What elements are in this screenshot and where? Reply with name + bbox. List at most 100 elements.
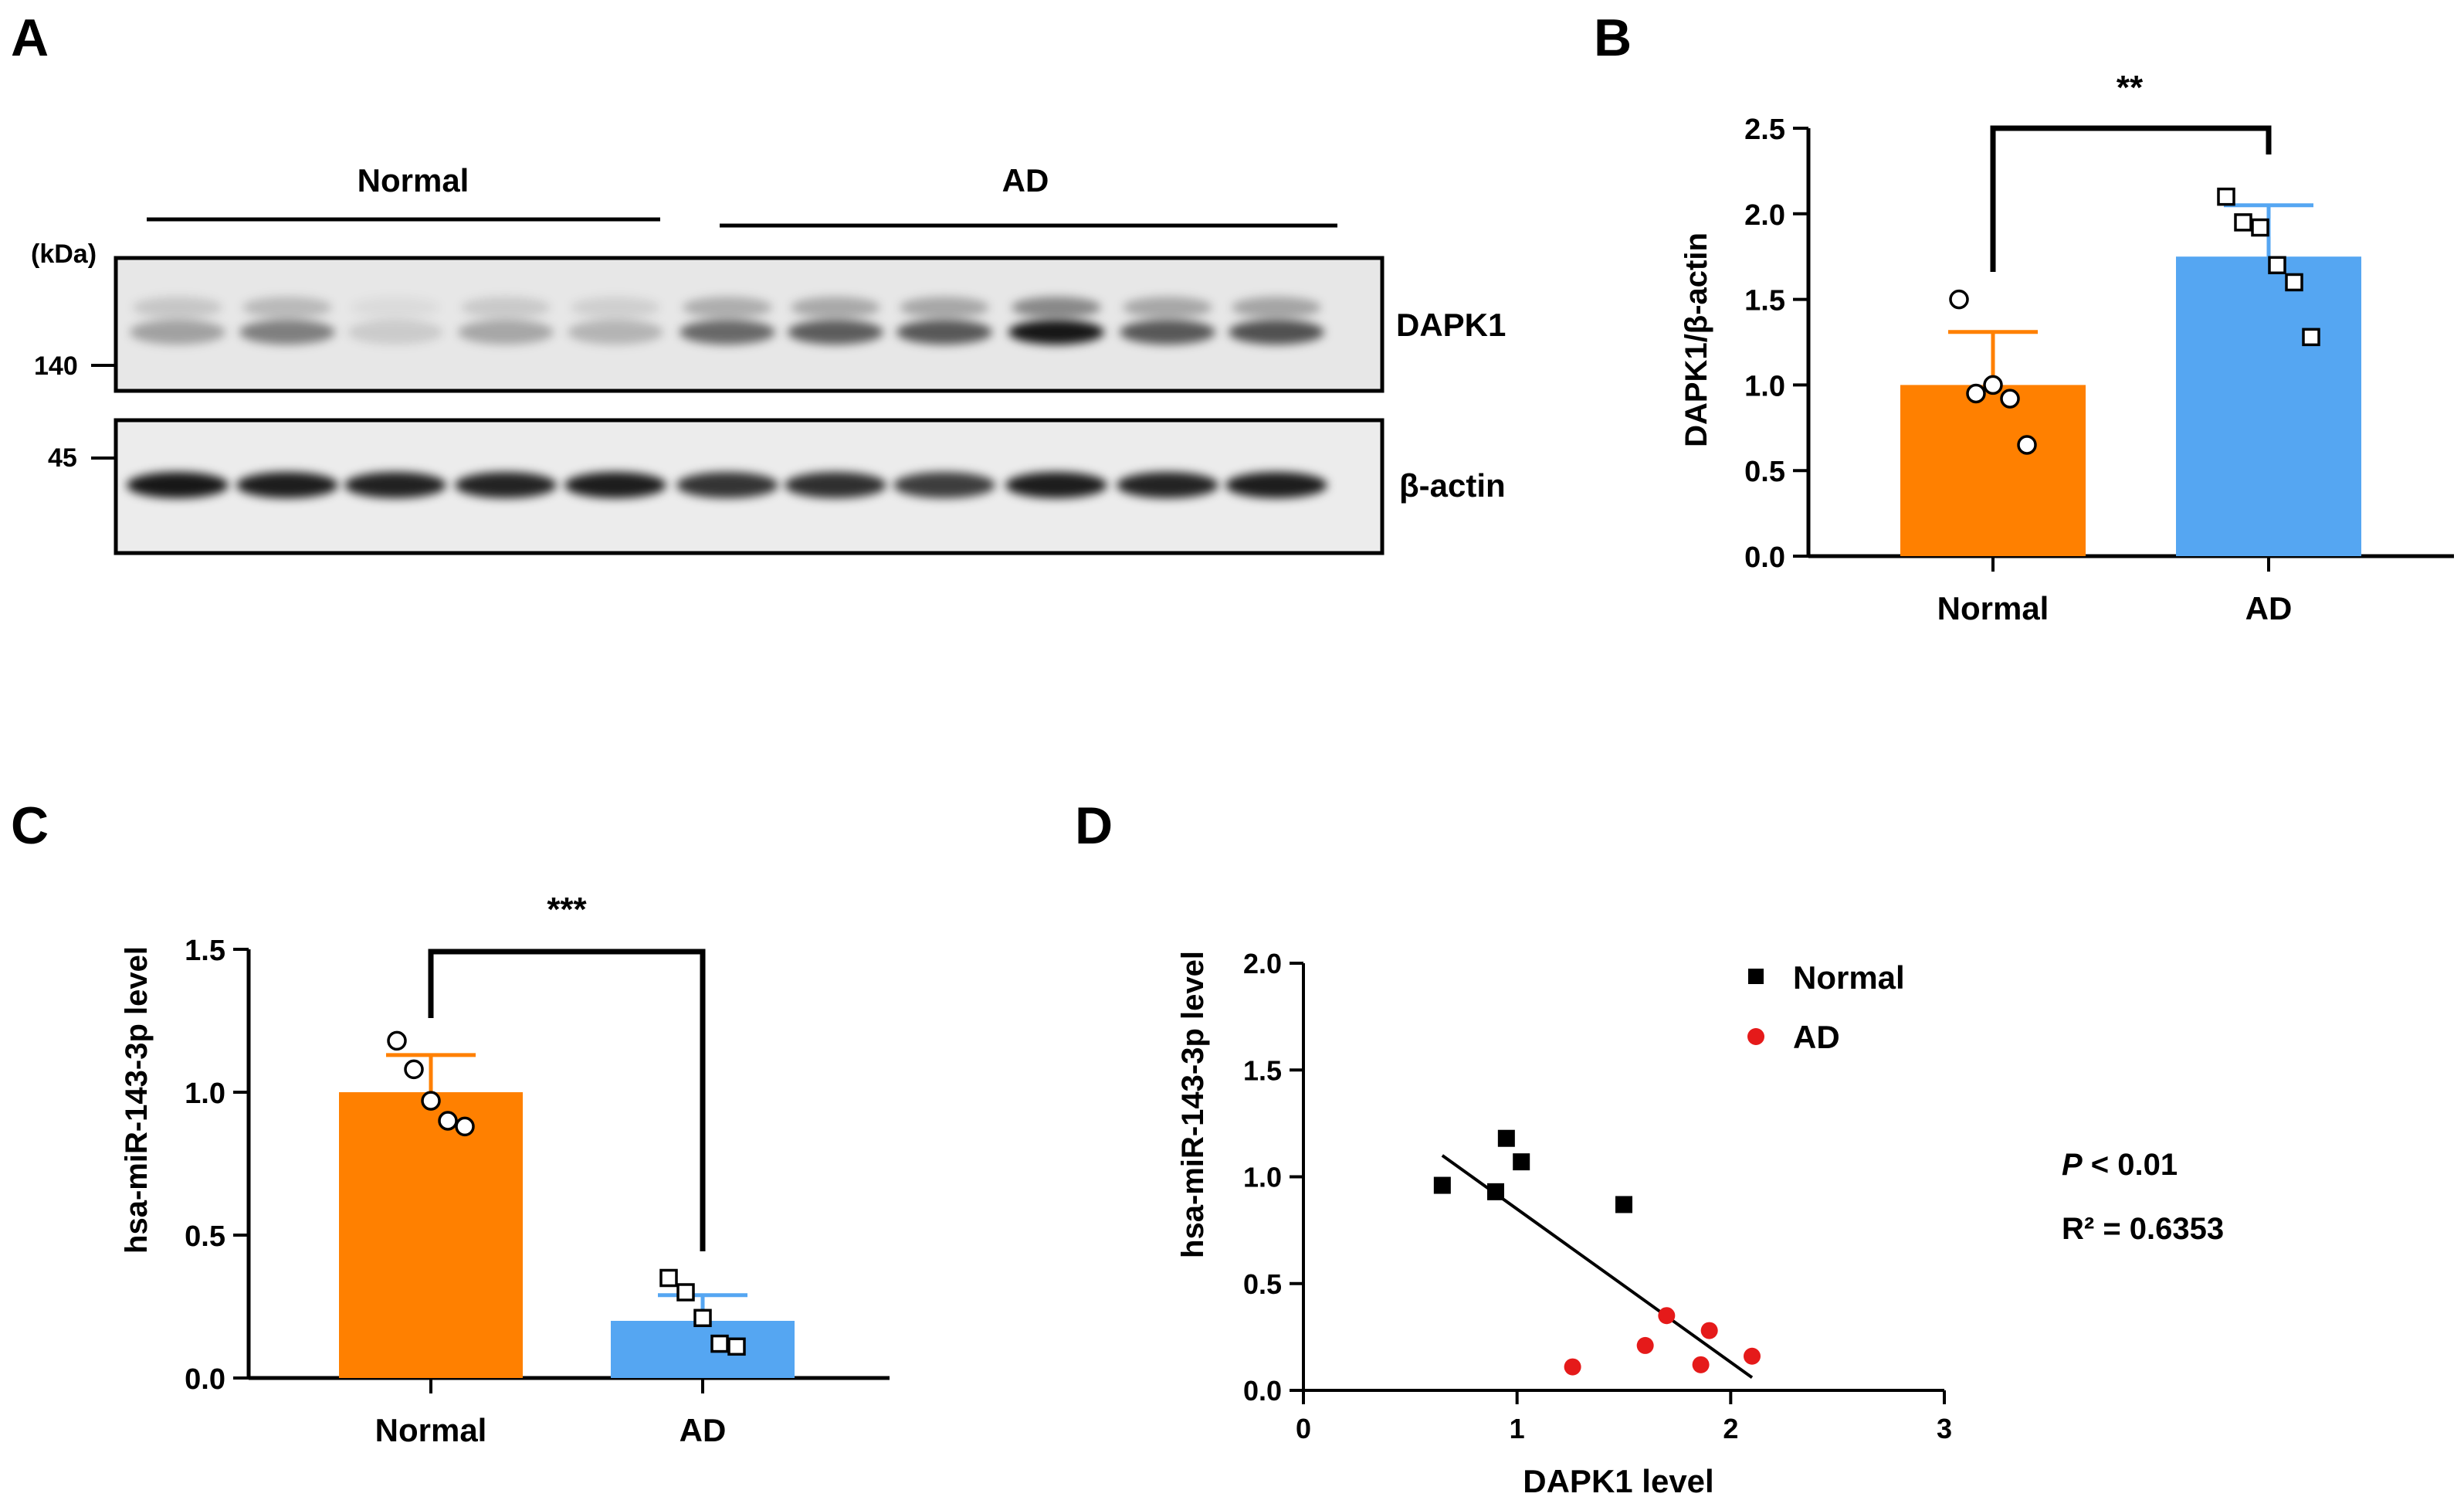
actin-band [785, 472, 886, 498]
scatter-point-normal [1513, 1153, 1530, 1171]
actin-band [676, 472, 778, 498]
y-tick-label: 1.5 [1243, 1054, 1282, 1086]
significance-bracket [428, 949, 706, 1251]
chart-d-x-axis-label: DAPK1 level [1523, 1463, 1713, 1499]
p-symbol: P [2062, 1148, 2083, 1182]
dapk1-band-label: DAPK1 [1396, 307, 1506, 343]
actin-band [455, 472, 557, 498]
y-tick-label: 0.5 [1744, 456, 1785, 488]
y-tick-label: 0.5 [185, 1220, 225, 1253]
blot-normal-label: Normal [358, 162, 469, 199]
dapk1-upper-band [571, 297, 660, 318]
r-squared-text: R² = 0.6353 [2062, 1212, 2224, 1246]
x-tick-label: AD [680, 1412, 727, 1448]
legend-ad-marker [1747, 1028, 1764, 1045]
y-tick-label: 1.0 [1243, 1162, 1282, 1193]
legend-normal-marker [1748, 969, 1764, 984]
chart-c-y-axis-label: hsa-miR-143-3p level [120, 946, 154, 1254]
p-value-text: P < 0.01 [2062, 1148, 2178, 1182]
scatter-point-normal [1433, 1176, 1451, 1194]
dapk1-band [680, 320, 775, 345]
p-threshold: < 0.01 [2083, 1148, 2178, 1182]
data-point-normal [1949, 289, 1969, 310]
x-tick-label: 0 [1296, 1413, 1311, 1444]
scatter-point-ad [1564, 1358, 1581, 1376]
kda-label: (kDa) [31, 239, 97, 269]
dapk1-upper-band [900, 297, 989, 318]
chart-d-marks [1433, 1129, 1761, 1380]
actin-band [1117, 472, 1218, 498]
dapk1-band [347, 320, 443, 345]
scatter-point-normal [1615, 1196, 1632, 1213]
y-tick-label: 1.0 [185, 1078, 225, 1110]
significance-bracket [1990, 125, 2272, 272]
scatter-point-ad [1700, 1322, 1718, 1339]
data-point-ad [2285, 273, 2303, 292]
chart-c-significance: *** [547, 891, 587, 928]
dapk1-upper-band [1012, 297, 1101, 318]
dapk1-upper-band [1232, 297, 1321, 318]
panel-label-d: D [1075, 796, 1113, 855]
dapk1-band [458, 320, 554, 345]
y-tick-label: 2.0 [1744, 199, 1785, 232]
y-tick-label: 0.0 [185, 1363, 225, 1396]
x-tick-label: AD [2245, 590, 2293, 626]
dapk1-band [1008, 320, 1104, 345]
data-point-normal [2000, 389, 2020, 409]
scatter-point-ad [1658, 1307, 1676, 1325]
panel-label-a: A [11, 8, 49, 67]
chart-b-marks [1900, 125, 2361, 556]
data-point-normal [1966, 383, 1986, 404]
dapk1-upper-band [242, 297, 332, 318]
scatter-point-ad [1692, 1356, 1710, 1373]
dapk1-band-group [130, 297, 1324, 345]
chart-b-significance: ** [2117, 69, 2144, 107]
dapk1-upper-band [1123, 297, 1212, 318]
data-point-ad [727, 1337, 746, 1356]
bar-normal [339, 1092, 523, 1378]
data-point-normal [2017, 435, 2037, 455]
chart-b-y-axis-label: DAPK1/β-actin [1679, 232, 1713, 447]
data-point-ad [693, 1308, 712, 1328]
data-point-ad [676, 1283, 695, 1302]
actin-band [344, 472, 446, 498]
data-point-ad [2302, 328, 2320, 347]
y-tick-label: 0.5 [1243, 1268, 1282, 1300]
y-tick-label: 2.5 [1744, 114, 1785, 146]
actin-band-label: β-actin [1399, 467, 1506, 504]
dapk1-band [568, 320, 663, 345]
data-point-ad [2234, 213, 2252, 232]
dapk1-upper-band [791, 297, 880, 318]
actin-band [893, 472, 995, 498]
marker-140-label: 140 [34, 351, 78, 381]
data-point-normal [455, 1116, 475, 1137]
data-point-normal [421, 1091, 441, 1111]
y-tick-label: 1.5 [1744, 285, 1785, 317]
x-tick-label: 2 [1723, 1413, 1738, 1444]
scatter-point-normal [1487, 1183, 1504, 1200]
legend-normal-label: Normal [1793, 959, 1905, 996]
data-point-ad [2268, 256, 2286, 275]
actin-band-group [127, 472, 1327, 498]
data-point-ad [2251, 218, 2269, 237]
dapk1-upper-band [683, 297, 772, 318]
blot-ad-label: AD [1002, 162, 1049, 199]
bar-ad [611, 1321, 795, 1378]
data-point-ad [2217, 187, 2235, 206]
y-tick-label: 2.0 [1243, 948, 1282, 979]
actin-band [1225, 472, 1327, 498]
actin-band [236, 472, 338, 498]
x-tick-label: Normal [1937, 590, 2049, 626]
dapk1-band [896, 320, 992, 345]
scatter-point-normal [1497, 1129, 1515, 1147]
y-tick-label: 1.0 [1744, 370, 1785, 402]
x-tick-label: 1 [1510, 1413, 1525, 1444]
data-point-normal [438, 1111, 458, 1131]
panel-label-c: C [11, 796, 49, 855]
actin-band [564, 472, 666, 498]
dapk1-upper-band [461, 297, 551, 318]
data-point-normal [387, 1030, 407, 1051]
chart-c-marks [339, 949, 795, 1378]
chart-c-mir143-bar: 0.0 0.5 1.0 1.5 Normal AD hsa-miR-143-3p leve… [120, 891, 890, 1448]
